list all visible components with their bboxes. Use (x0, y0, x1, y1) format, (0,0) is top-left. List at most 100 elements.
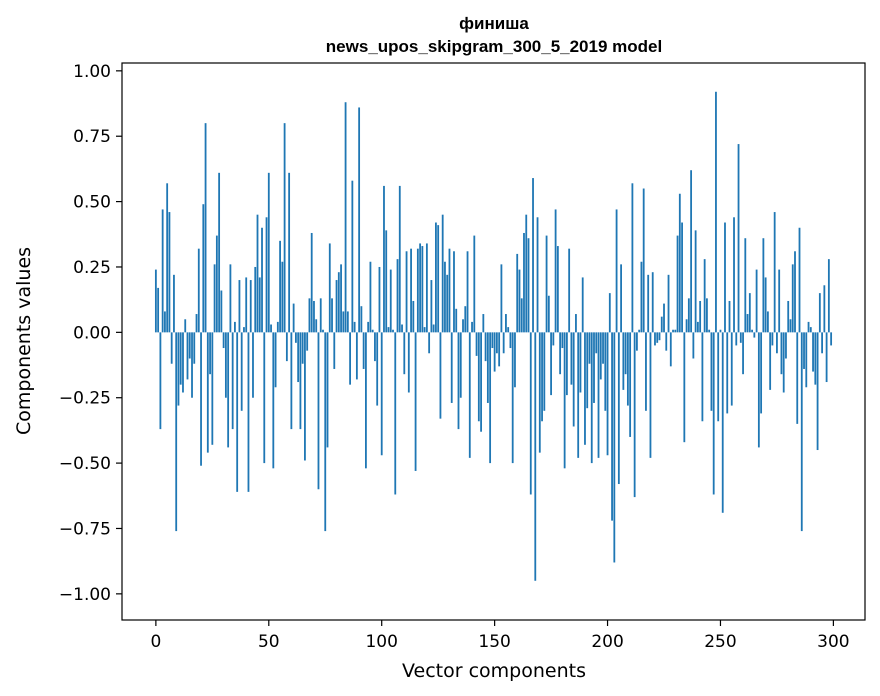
bar-246 (710, 332, 713, 411)
bar-155 (505, 314, 507, 333)
bar-296 (823, 285, 826, 333)
bar-57 (283, 123, 286, 333)
bar-59 (288, 172, 291, 333)
bar-131 (450, 332, 453, 403)
bar-73 (319, 298, 322, 333)
bar-151 (495, 332, 498, 354)
bar-144 (480, 332, 482, 432)
bar-237 (690, 170, 693, 333)
bar-257 (735, 332, 738, 346)
bar-112 (407, 332, 410, 393)
bar-124 (435, 222, 437, 333)
bar-163 (523, 232, 525, 333)
bar-136 (462, 319, 464, 333)
bar-259 (739, 332, 742, 343)
x-tick-label: 100 (365, 632, 397, 652)
bar-32 (227, 332, 230, 448)
bar-203 (613, 332, 616, 563)
bar-266 (755, 269, 758, 333)
bar-27 (215, 235, 218, 333)
bar-177 (554, 209, 557, 333)
bar-211 (631, 183, 634, 333)
bar-87 (351, 180, 354, 333)
x-tick-label: 250 (704, 632, 736, 652)
bar-181 (563, 332, 566, 469)
bar-11 (179, 332, 182, 385)
bar-196 (597, 332, 600, 458)
bar-69 (310, 232, 313, 333)
bar-83 (342, 311, 345, 333)
bar-233 (681, 222, 683, 333)
bar-92 (362, 332, 365, 369)
bar-22 (204, 123, 207, 333)
bar-35 (234, 321, 236, 333)
bar-109 (401, 324, 403, 333)
bar-260 (742, 332, 744, 375)
bar-190 (584, 332, 586, 445)
bar-46 (258, 277, 261, 333)
bar-175 (550, 332, 552, 396)
bar-221 (654, 332, 656, 346)
bar-286 (800, 332, 803, 532)
bar-218 (647, 274, 650, 333)
bar-219 (649, 332, 652, 458)
bar-26 (213, 264, 216, 333)
y-tick-label: −0.75 (59, 519, 111, 539)
bar-285 (798, 227, 801, 333)
bar-65 (301, 332, 304, 364)
bar-56 (281, 261, 284, 333)
bar-19 (197, 248, 200, 333)
bar-51 (270, 324, 272, 333)
bar-176 (552, 332, 555, 346)
bar-126 (439, 332, 442, 419)
bar-95 (369, 261, 372, 333)
bar-281 (789, 319, 792, 333)
bar-67 (306, 332, 309, 351)
bar-258 (737, 144, 740, 333)
y-tick-label: 0.75 (73, 127, 111, 147)
bar-204 (615, 209, 618, 333)
bar-242 (701, 332, 704, 422)
bar-232 (678, 193, 681, 333)
bar-89 (355, 332, 358, 380)
bar-4 (164, 311, 166, 333)
bar-268 (760, 332, 763, 414)
bar-249 (717, 332, 720, 422)
bar-23 (206, 332, 209, 453)
bar-39 (243, 327, 245, 333)
bar-165 (527, 238, 530, 333)
bar-9 (175, 332, 178, 532)
bar-229 (672, 329, 674, 333)
bar-210 (629, 332, 632, 437)
bar-10 (177, 332, 180, 406)
bar-101 (383, 185, 385, 333)
bar-182 (565, 332, 568, 396)
bar-222 (656, 332, 659, 343)
bar-45 (256, 214, 259, 333)
bar-120 (425, 243, 428, 333)
bar-238 (692, 332, 695, 359)
bar-62 (294, 332, 297, 343)
bar-74 (322, 329, 324, 333)
bar-139 (468, 332, 471, 458)
bar-297 (825, 332, 828, 383)
bar-173 (545, 235, 548, 333)
bar-152 (498, 332, 501, 367)
bar-70 (313, 300, 315, 333)
bar-48 (263, 332, 266, 464)
bars (154, 91, 833, 581)
bar-99 (378, 266, 381, 333)
bar-279 (785, 332, 787, 359)
bar-29 (220, 290, 223, 333)
bar-58 (285, 332, 288, 362)
bar-84 (344, 102, 347, 333)
bar-102 (385, 230, 388, 333)
bar-247 (712, 332, 715, 495)
bar-110 (403, 332, 406, 375)
bar-252 (724, 222, 726, 333)
bar-251 (721, 332, 724, 513)
bar-17 (193, 332, 196, 364)
bar-192 (588, 332, 591, 364)
y-tick-label: 0.50 (73, 193, 111, 213)
bar-5 (166, 183, 169, 333)
